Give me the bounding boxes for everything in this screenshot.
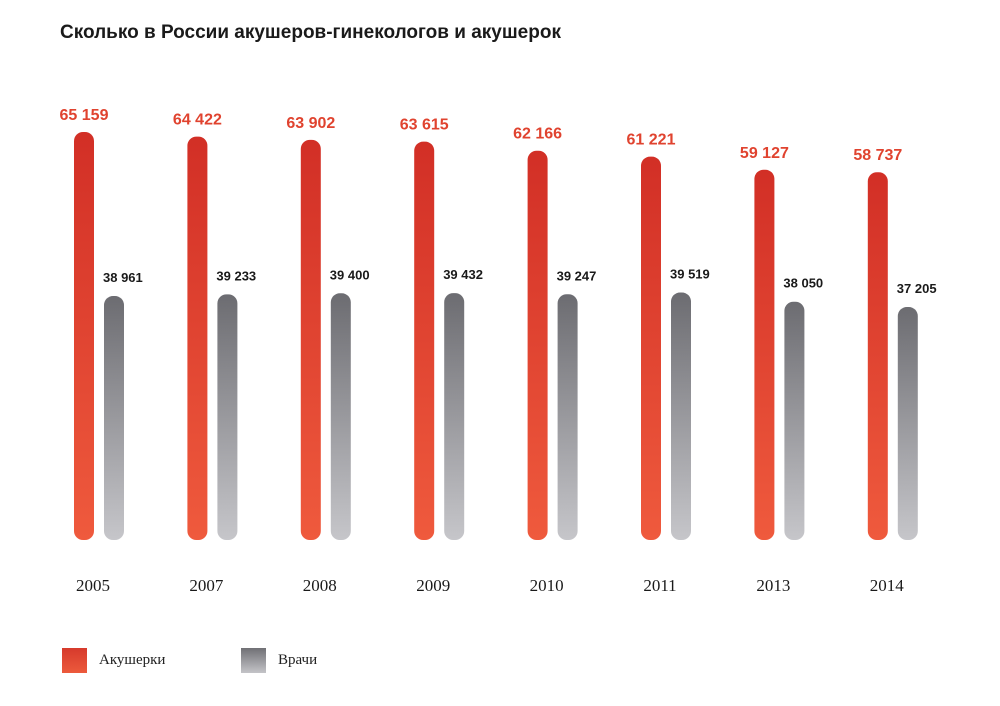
- label-midwives-2013: 59 127: [740, 145, 789, 162]
- chart-title: Сколько в России акушеров-гинекологов и …: [60, 22, 561, 43]
- label-midwives-2010: 62 166: [513, 126, 562, 143]
- legend-swatch-doctors: [241, 648, 266, 673]
- legend-label-doctors: Врачи: [278, 652, 318, 668]
- label-doctors-2008: 39 400: [330, 267, 370, 282]
- bar-midwives-2011: [641, 156, 661, 540]
- bar-midwives-2005: [74, 132, 94, 540]
- x-tick-2014: 2014: [870, 576, 905, 595]
- label-doctors-2005: 38 961: [103, 270, 143, 285]
- x-tick-2011: 2011: [643, 576, 676, 595]
- label-midwives-2011: 61 221: [627, 132, 676, 149]
- bar-midwives-2014: [867, 172, 888, 540]
- label-doctors-2014: 37 205: [897, 281, 937, 296]
- label-doctors-2013: 38 050: [783, 276, 823, 291]
- legend-swatch-midwives: [62, 648, 87, 673]
- legend-doctors: Врачи: [241, 648, 317, 673]
- x-tick-2010: 2010: [530, 576, 564, 595]
- bar-midwives-2009: [414, 141, 435, 541]
- bar-doctors-2013: [784, 301, 805, 540]
- bar-doctors-2005: [104, 296, 124, 540]
- bar-doctors-2010: [557, 294, 578, 540]
- label-doctors-2010: 39 247: [557, 268, 597, 283]
- label-midwives-2005: 65 159: [60, 107, 109, 124]
- legend-label-midwives: Акушерки: [99, 652, 166, 668]
- x-tick-2007: 2007: [189, 576, 224, 595]
- label-doctors-2007: 39 233: [216, 268, 256, 283]
- bar-doctors-2011: [671, 292, 691, 540]
- bar-midwives-2007: [187, 136, 208, 540]
- bar-midwives-2008: [300, 139, 321, 540]
- x-tick-2013: 2013: [756, 576, 790, 595]
- label-doctors-2009: 39 432: [443, 267, 483, 282]
- bar-midwives-2010: [527, 150, 548, 541]
- bar-chart: 65 159 38 961 2005 64 422 39 233 2007 63 902 39…: [60, 107, 937, 595]
- label-midwives-2007: 64 422: [173, 112, 222, 129]
- label-midwives-2009: 63 615: [400, 117, 449, 134]
- bar-doctors-2014: [897, 307, 918, 540]
- bar-doctors-2008: [330, 293, 351, 540]
- bar-doctors-2007: [217, 294, 238, 540]
- label-midwives-2008: 63 902: [286, 115, 335, 132]
- legend-midwives: Акушерки: [62, 648, 165, 673]
- x-tick-2009: 2009: [416, 576, 450, 595]
- bar-doctors-2009: [444, 293, 465, 540]
- label-midwives-2014: 58 737: [853, 147, 902, 164]
- x-tick-2008: 2008: [303, 576, 337, 595]
- x-tick-2005: 2005: [76, 576, 110, 595]
- bar-midwives-2013: [754, 169, 775, 540]
- label-doctors-2011: 39 519: [670, 267, 710, 282]
